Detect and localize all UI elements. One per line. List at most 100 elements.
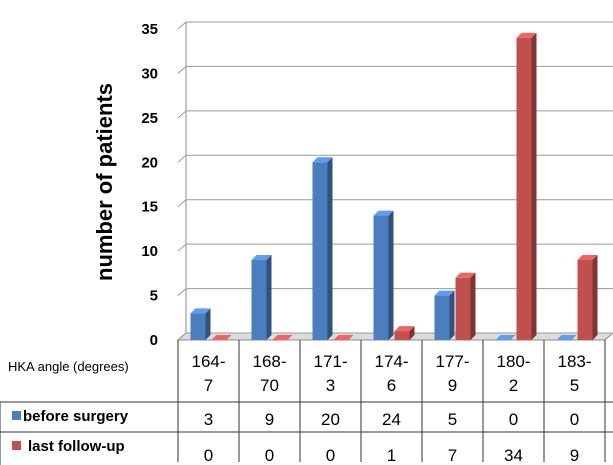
table-value: 9	[265, 410, 274, 429]
table-value: 0	[509, 410, 518, 429]
bar-last-follow-up	[516, 32, 537, 341]
table-value: 5	[448, 410, 457, 429]
bar-top	[373, 210, 394, 216]
gridline-depth	[177, 21, 187, 30]
table-value: 7	[448, 446, 457, 465]
category-label: 171-	[313, 352, 347, 371]
bar-face	[190, 313, 206, 340]
bar-top	[394, 326, 415, 332]
gridlines	[177, 21, 613, 341]
y-tick-label: 0	[150, 332, 158, 349]
gridline-depth	[177, 199, 187, 208]
bar-top	[312, 157, 333, 163]
bar-top	[211, 335, 232, 340]
category-label: 2	[509, 376, 518, 395]
legend-swatch	[12, 441, 21, 450]
bar-face	[455, 277, 471, 340]
gridline-depth	[177, 332, 187, 341]
y-tick-label: 10	[141, 243, 158, 260]
bar-face	[516, 37, 532, 341]
bar-top	[434, 290, 455, 296]
category-label: 168-	[252, 352, 286, 371]
bar-side	[388, 210, 394, 340]
bar-top	[190, 308, 211, 314]
bar-top	[333, 335, 354, 340]
bar-top	[455, 272, 476, 278]
table-value: 3	[204, 410, 213, 429]
bar-top	[556, 335, 577, 340]
category-label: 177-	[435, 352, 469, 371]
bar-top	[495, 335, 516, 340]
category-label: 5	[570, 376, 579, 395]
table-value: 0	[204, 446, 213, 465]
bar-face	[577, 260, 593, 340]
y-axis-ticks: 0 5 10 15 20 25 30 35	[141, 21, 158, 349]
category-label: 70	[260, 376, 279, 395]
y-tick-label: 15	[141, 199, 158, 216]
bar-last-follow-up	[211, 335, 232, 340]
bar-side	[205, 308, 211, 340]
legend-label: last follow-up	[28, 438, 125, 455]
table-value: 0	[570, 410, 579, 429]
table-value: 0	[326, 446, 335, 465]
bar-top	[577, 255, 598, 261]
table-value: 9	[570, 446, 579, 465]
bar-last-follow-up	[455, 272, 476, 340]
y-tick-label: 20	[141, 154, 158, 171]
table-value: 20	[321, 410, 340, 429]
bar-before-surgery	[373, 210, 394, 340]
category-label: 164-	[191, 352, 225, 371]
chart-walls	[176, 22, 613, 341]
y-tick-label: 5	[150, 288, 158, 305]
category-label: 180-	[496, 352, 530, 371]
bar-before-surgery	[434, 290, 455, 340]
bar-face	[394, 331, 410, 340]
y-axis-label: number of patients	[92, 83, 117, 281]
legend-label: before surgery	[23, 408, 129, 425]
bar-last-follow-up	[577, 255, 598, 340]
bar-top	[251, 255, 272, 261]
table-value: 0	[265, 446, 274, 465]
bar-side	[327, 157, 333, 340]
bar-face	[312, 162, 328, 340]
category-label: 9	[448, 376, 457, 395]
bar-side	[409, 326, 415, 340]
bar-before-surgery	[251, 255, 272, 340]
legend-swatch	[12, 411, 21, 420]
bar-before-surgery	[312, 157, 333, 340]
y-tick-label: 30	[141, 65, 158, 82]
table-value: 34	[504, 446, 523, 465]
bars	[190, 32, 598, 341]
table-value: 24	[382, 410, 401, 429]
y-tick-label: 35	[141, 21, 158, 38]
y-tick-label: 25	[141, 110, 158, 127]
bar-side	[266, 255, 272, 340]
table-value: 1	[387, 446, 396, 465]
bar-side	[531, 32, 537, 341]
bar-last-follow-up	[394, 326, 415, 340]
table-header-label: HKA angle (degrees)	[8, 359, 129, 374]
category-label: 7	[204, 376, 213, 395]
bar-top	[272, 335, 293, 340]
bar-top	[516, 32, 537, 38]
bar-last-follow-up	[272, 335, 293, 340]
bar-side	[449, 290, 455, 340]
category-label: 6	[387, 376, 396, 395]
bar-side	[592, 255, 598, 340]
bar-face	[373, 215, 389, 340]
gridline-depth	[177, 154, 187, 163]
data-table: HKA angle (degrees) 164-7168-70171-3174-6…	[0, 340, 613, 465]
gridline-depth	[177, 66, 187, 74]
gridline-depth	[177, 110, 187, 119]
bar-side	[470, 272, 476, 340]
bar-before-surgery	[495, 335, 516, 340]
gridline-depth	[177, 288, 187, 296]
gridline-depth	[177, 243, 187, 252]
bar-before-surgery	[556, 335, 577, 340]
category-label: 174-	[374, 352, 408, 371]
bar-before-surgery	[190, 308, 211, 340]
bar-face	[434, 295, 450, 340]
category-label: 183-	[557, 352, 591, 371]
category-label: 3	[326, 376, 335, 395]
